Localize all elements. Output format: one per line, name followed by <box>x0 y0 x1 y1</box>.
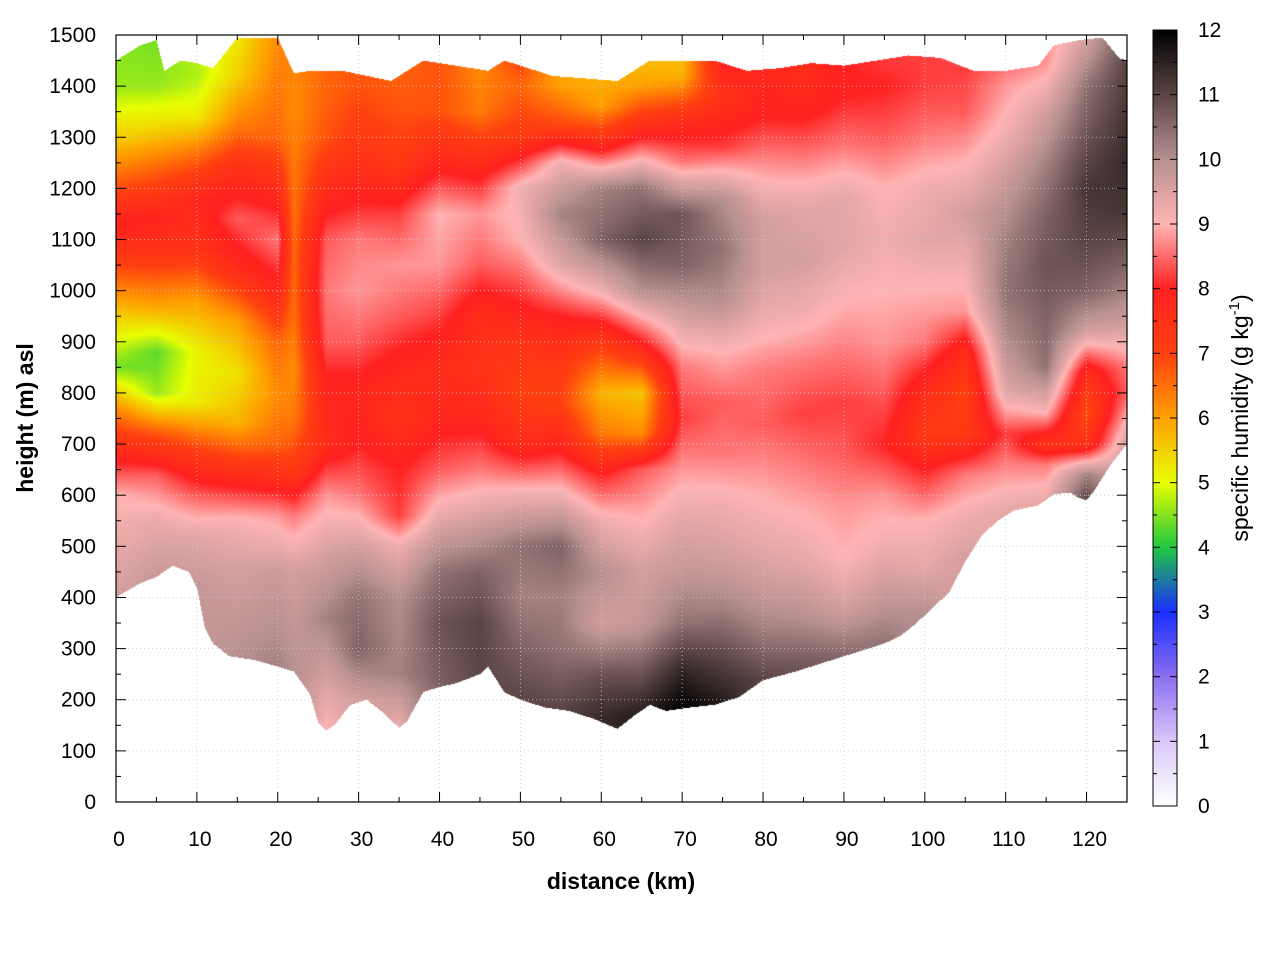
x-tick-label: 10 <box>188 828 211 851</box>
y-axis-ticks: 0 100 200 300 400 500 600 700 800 900 1000 1100 1200… <box>49 24 1127 814</box>
y-tick-label: 900 <box>61 331 96 354</box>
colorbar-tick-label: 12 <box>1198 19 1221 42</box>
x-tick-label: 90 <box>835 828 858 851</box>
x-tick-label: 30 <box>350 828 373 851</box>
colorbar-tick-label: 1 <box>1198 730 1210 753</box>
colorbar-title-sup: -1 <box>1226 302 1243 315</box>
heatmap-field <box>116 35 1127 802</box>
y-tick-label: 0 <box>84 791 96 814</box>
y-tick-label: 500 <box>61 535 96 558</box>
colorbar-tick-label: 9 <box>1198 213 1210 236</box>
y-tick-label: 1200 <box>49 177 96 200</box>
y-tick-label: 100 <box>61 740 96 763</box>
y-tick-label: 700 <box>61 433 96 456</box>
colorbar-tick-label: 5 <box>1198 472 1210 495</box>
x-tick-label: 20 <box>269 828 292 851</box>
x-tick-label: 120 <box>1072 828 1107 851</box>
y-tick-label: 200 <box>61 689 96 712</box>
x-tick-label: 70 <box>673 828 696 851</box>
y-tick-label: 800 <box>61 382 96 405</box>
colorbar-tick-label: 8 <box>1198 278 1210 301</box>
y-tick-label: 1300 <box>49 126 96 149</box>
y-tick-label: 600 <box>61 484 96 507</box>
colorbar-tick-label: 7 <box>1198 342 1210 365</box>
y-tick-label: 300 <box>61 638 96 661</box>
colorbar-tick-label: 6 <box>1198 407 1210 430</box>
y-tick-label: 400 <box>61 586 96 609</box>
y-tick-label: 1500 <box>49 24 96 47</box>
y-tick-label: 1000 <box>49 280 96 303</box>
grid-lines <box>116 35 1127 802</box>
x-tick-label: 80 <box>754 828 777 851</box>
x-tick-label: 0 <box>113 828 125 851</box>
x-axis-title: distance (km) <box>547 868 695 894</box>
colorbar-tick-label: 4 <box>1198 536 1210 559</box>
x-tick-label: 100 <box>910 828 945 851</box>
colorbar-tick-label: 11 <box>1198 84 1220 107</box>
colorbar-tick-label: 2 <box>1198 666 1210 689</box>
x-tick-label: 110 <box>992 828 1025 851</box>
colorbar-tick-label: 10 <box>1198 148 1221 171</box>
colorbar-title-main: specific humidity (g kg <box>1227 315 1253 541</box>
colorbar-title: specific humidity (g kg-1) <box>1226 294 1253 541</box>
colorbar-title-close: ) <box>1227 294 1253 302</box>
x-tick-label: 40 <box>431 828 454 851</box>
x-axis-ticks: 0 10 20 30 40 50 60 70 80 90 100 110 120 <box>113 35 1107 851</box>
y-tick-label: 1100 <box>51 229 96 252</box>
x-tick-label: 50 <box>512 828 535 851</box>
y-axis-title: height (m) asl <box>12 343 38 493</box>
colorbar-tick-label: 0 <box>1198 795 1210 818</box>
x-tick-label: 60 <box>593 828 616 851</box>
y-tick-label: 1400 <box>49 75 96 98</box>
plot-area: 0 10 20 30 40 50 60 70 80 90 100 110 120 0 100 200 300 4… <box>49 24 1128 851</box>
colorbar-tick-label: 3 <box>1198 601 1210 624</box>
